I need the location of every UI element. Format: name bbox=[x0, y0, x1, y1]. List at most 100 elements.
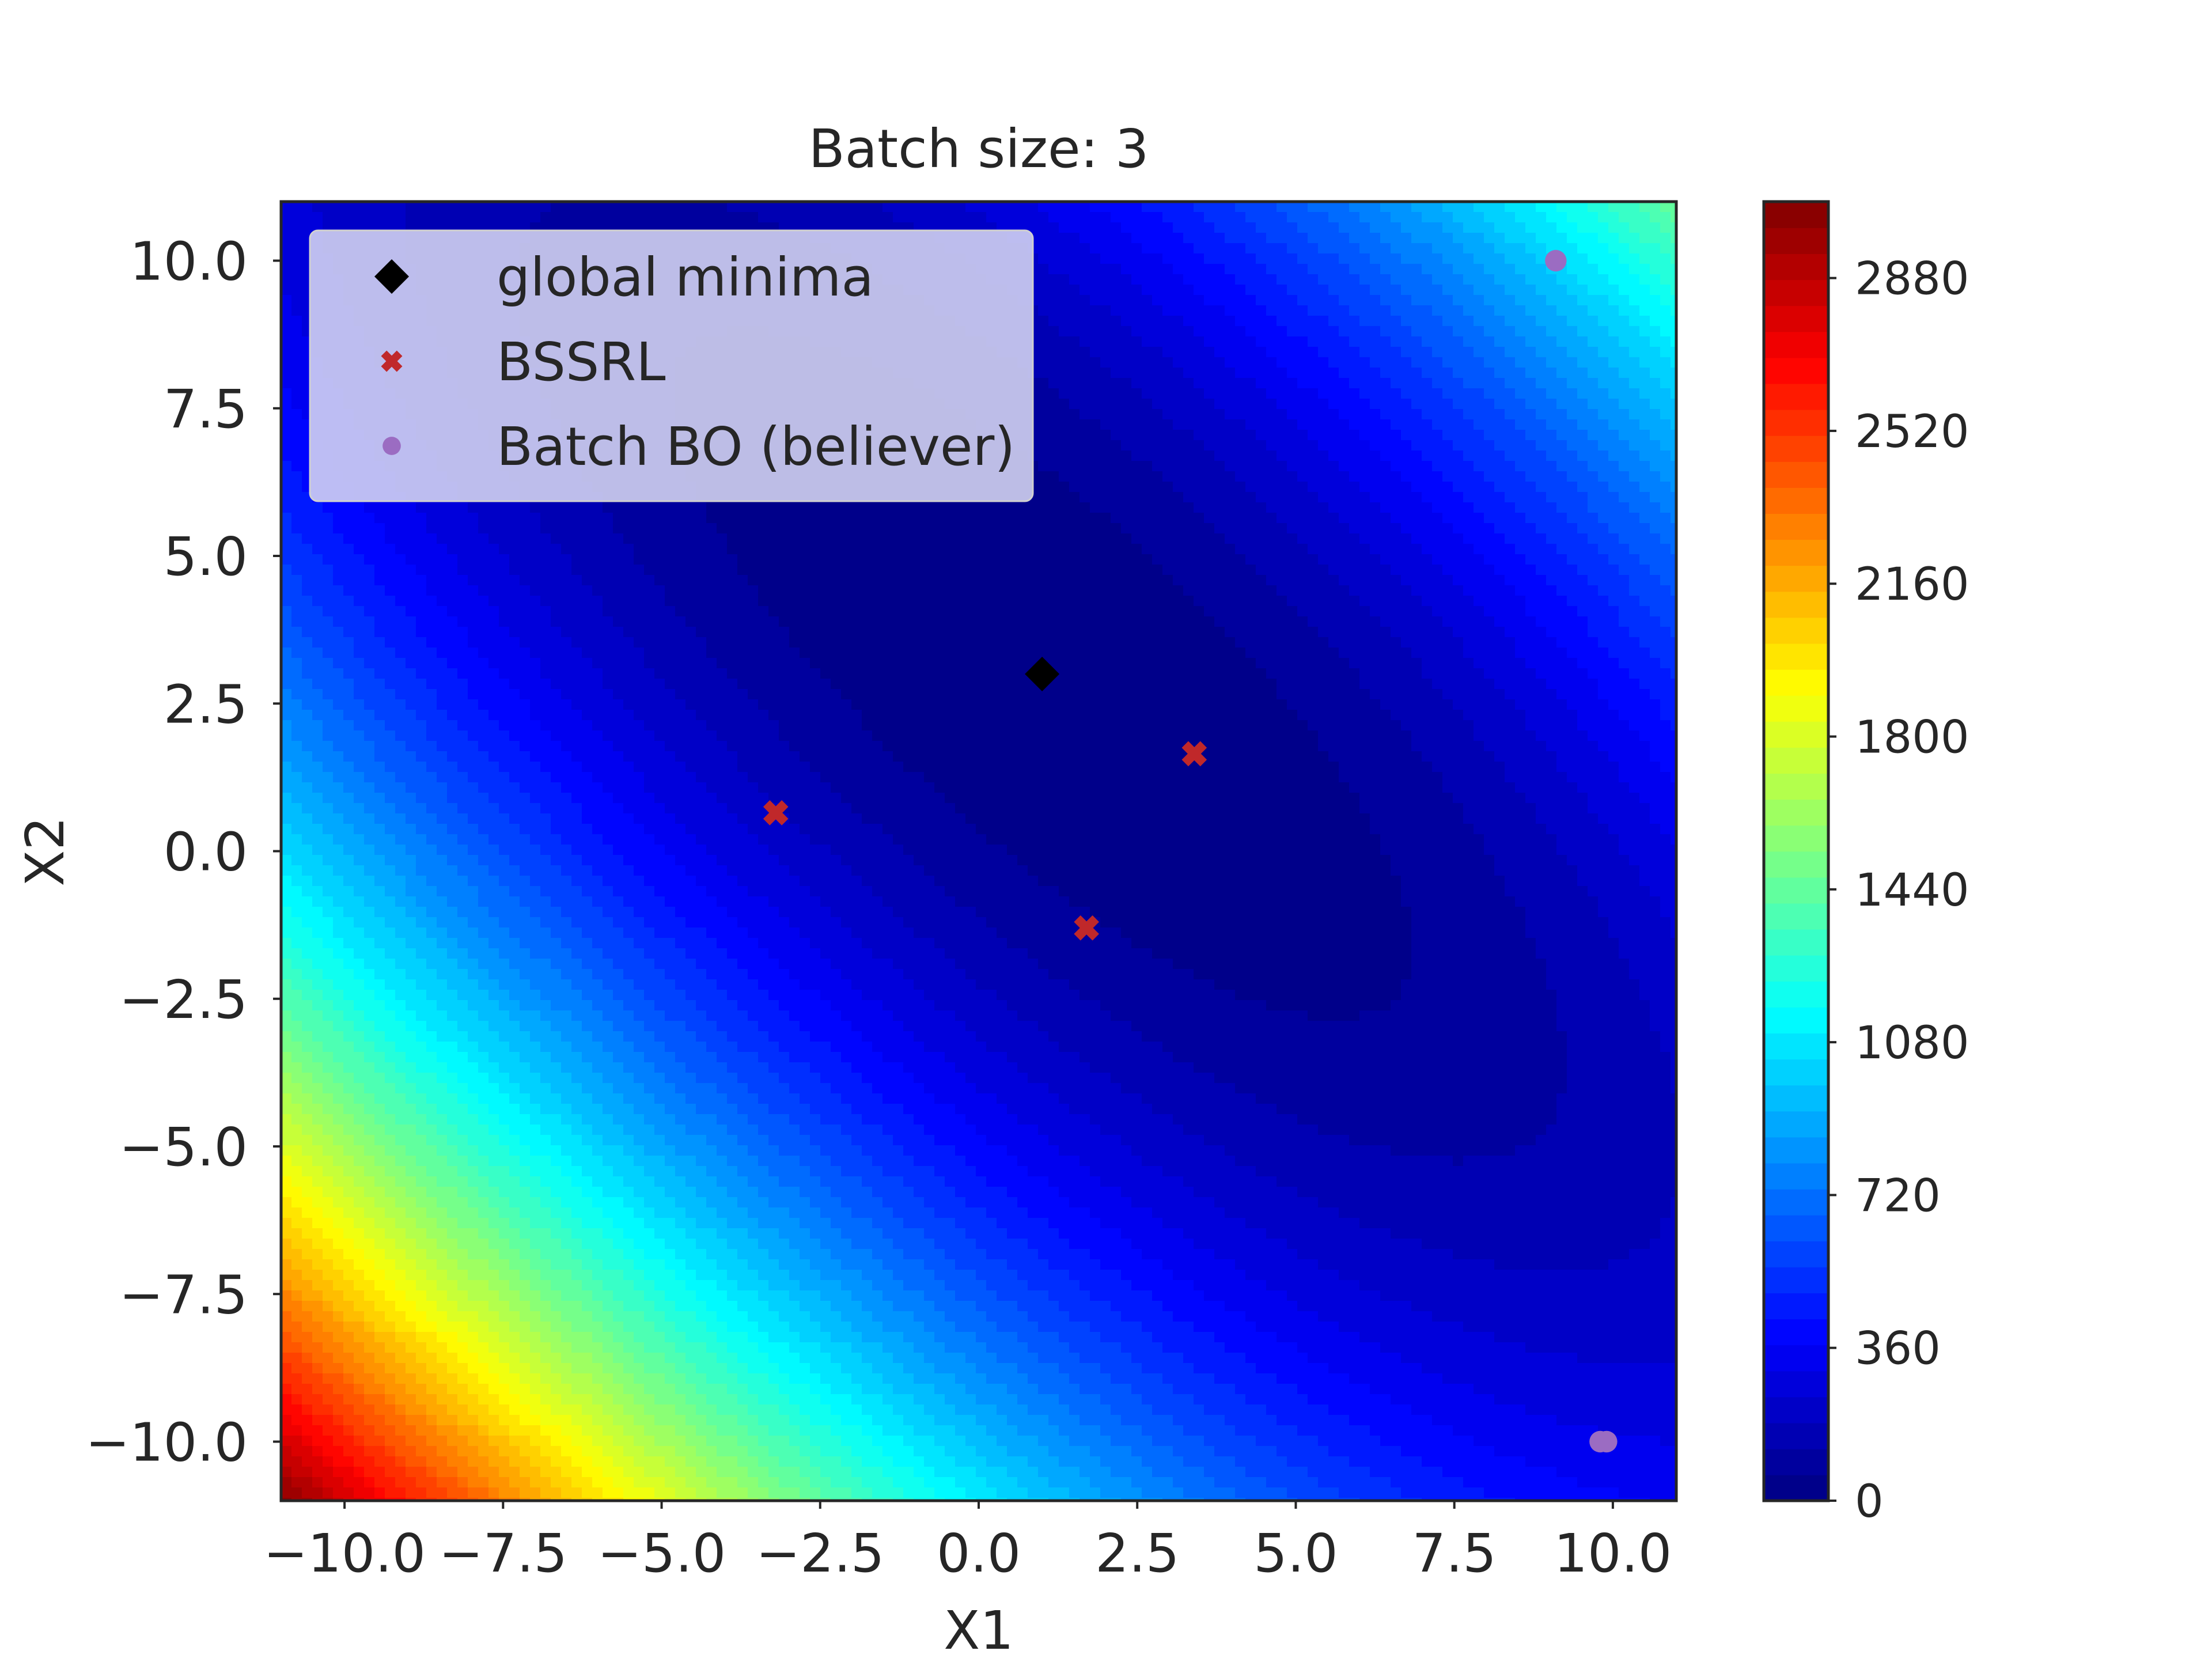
contour-cell bbox=[1111, 461, 1122, 472]
contour-cell bbox=[665, 533, 676, 544]
contour-cell bbox=[1432, 461, 1443, 472]
contour-cell bbox=[1308, 450, 1319, 461]
contour-cell bbox=[437, 554, 448, 565]
contour-cell bbox=[1432, 388, 1443, 399]
contour-cell bbox=[1515, 316, 1526, 327]
contour-cell bbox=[1567, 233, 1578, 244]
contour-cell bbox=[1484, 440, 1495, 451]
contour-cell bbox=[1080, 471, 1090, 482]
contour-cell bbox=[758, 544, 769, 555]
contour-cell bbox=[1111, 222, 1122, 233]
contour-cell bbox=[1214, 253, 1225, 264]
contour-cell bbox=[1318, 243, 1329, 254]
contour-cell bbox=[1588, 368, 1599, 378]
contour-cell bbox=[1359, 450, 1370, 461]
contour-cell bbox=[1536, 347, 1547, 358]
contour-cell bbox=[1639, 409, 1650, 420]
contour-cell bbox=[1515, 264, 1526, 275]
contour-cell bbox=[1453, 243, 1464, 254]
contour-cell bbox=[1277, 575, 1287, 586]
contour-cell bbox=[1432, 222, 1443, 233]
contour-cell bbox=[872, 575, 883, 586]
contour-cell bbox=[1225, 212, 1236, 223]
contour-cell bbox=[1515, 419, 1526, 430]
contour-cell bbox=[343, 544, 354, 555]
contour-cell bbox=[1588, 316, 1599, 327]
contour-cell bbox=[1380, 378, 1391, 389]
contour-cell bbox=[457, 565, 468, 576]
contour-cell bbox=[1287, 347, 1298, 358]
contour-cell bbox=[1349, 316, 1360, 327]
contour-cell bbox=[1391, 305, 1402, 316]
contour-cell bbox=[789, 575, 800, 586]
contour-cell bbox=[1318, 554, 1329, 565]
contour-cell bbox=[862, 212, 873, 223]
contour-cell bbox=[1308, 326, 1319, 337]
contour-cell bbox=[1131, 440, 1142, 451]
contour-cell bbox=[488, 544, 499, 555]
contour-cell bbox=[685, 554, 696, 565]
contour-cell bbox=[1204, 274, 1215, 285]
contour-cell bbox=[1556, 544, 1567, 555]
contour-cell bbox=[1287, 523, 1298, 534]
contour-cell bbox=[1111, 357, 1122, 368]
contour-cell bbox=[1225, 316, 1236, 327]
contour-cell bbox=[1162, 482, 1173, 493]
contour-cell bbox=[1608, 274, 1619, 285]
contour-cell bbox=[1183, 513, 1194, 524]
contour-cell bbox=[1100, 253, 1111, 264]
contour-cell bbox=[478, 202, 489, 213]
contour-cell bbox=[1494, 222, 1505, 233]
contour-cell bbox=[281, 450, 292, 461]
contour-cell bbox=[1660, 430, 1671, 441]
contour-cell bbox=[1422, 450, 1433, 461]
contour-cell bbox=[1256, 502, 1267, 513]
contour-cell bbox=[1235, 409, 1246, 420]
contour-cell bbox=[1453, 471, 1464, 482]
contour-cell bbox=[1339, 399, 1350, 410]
contour-cell bbox=[1474, 295, 1484, 306]
contour-cell bbox=[1090, 450, 1101, 461]
contour-cell bbox=[1577, 295, 1588, 306]
contour-cell bbox=[1432, 274, 1443, 285]
contour-cell bbox=[478, 502, 489, 513]
contour-cell bbox=[1080, 440, 1090, 451]
contour-cell bbox=[1453, 212, 1464, 223]
contour-cell bbox=[1038, 419, 1049, 430]
contour-cell bbox=[1214, 357, 1225, 368]
contour-cell bbox=[1432, 253, 1443, 264]
contour-cell bbox=[1598, 533, 1609, 544]
contour-cell bbox=[1494, 565, 1505, 576]
contour-cell bbox=[603, 554, 613, 565]
contour-cell bbox=[872, 554, 883, 565]
contour-cell bbox=[1318, 575, 1329, 586]
contour-cell bbox=[654, 502, 665, 513]
contour-cell bbox=[1245, 502, 1256, 513]
contour-cell bbox=[1038, 482, 1049, 493]
contour-cell bbox=[955, 575, 966, 586]
contour-cell bbox=[1442, 544, 1453, 555]
contour-cell bbox=[1038, 502, 1049, 513]
contour-cell bbox=[1349, 357, 1360, 368]
contour-cell bbox=[1484, 212, 1495, 223]
contour-cell bbox=[1038, 212, 1049, 223]
contour-cell bbox=[1463, 399, 1474, 410]
contour-cell bbox=[1463, 523, 1474, 534]
contour-cell bbox=[1411, 326, 1422, 337]
contour-cell bbox=[1256, 336, 1267, 347]
contour-cell bbox=[323, 523, 334, 534]
contour-cell bbox=[1152, 305, 1163, 316]
contour-cell bbox=[1173, 482, 1184, 493]
contour-cell bbox=[1266, 243, 1277, 254]
contour-cell bbox=[1525, 368, 1536, 378]
contour-cell bbox=[1038, 471, 1049, 482]
contour-cell bbox=[468, 212, 479, 223]
contour-cell bbox=[727, 523, 738, 534]
contour-cell bbox=[820, 575, 831, 586]
contour-cell bbox=[1391, 409, 1402, 420]
contour-cell bbox=[1100, 565, 1111, 576]
contour-cell bbox=[426, 544, 437, 555]
contour-cell bbox=[810, 513, 821, 524]
contour-cell bbox=[530, 554, 541, 565]
contour-cell bbox=[1245, 440, 1256, 451]
